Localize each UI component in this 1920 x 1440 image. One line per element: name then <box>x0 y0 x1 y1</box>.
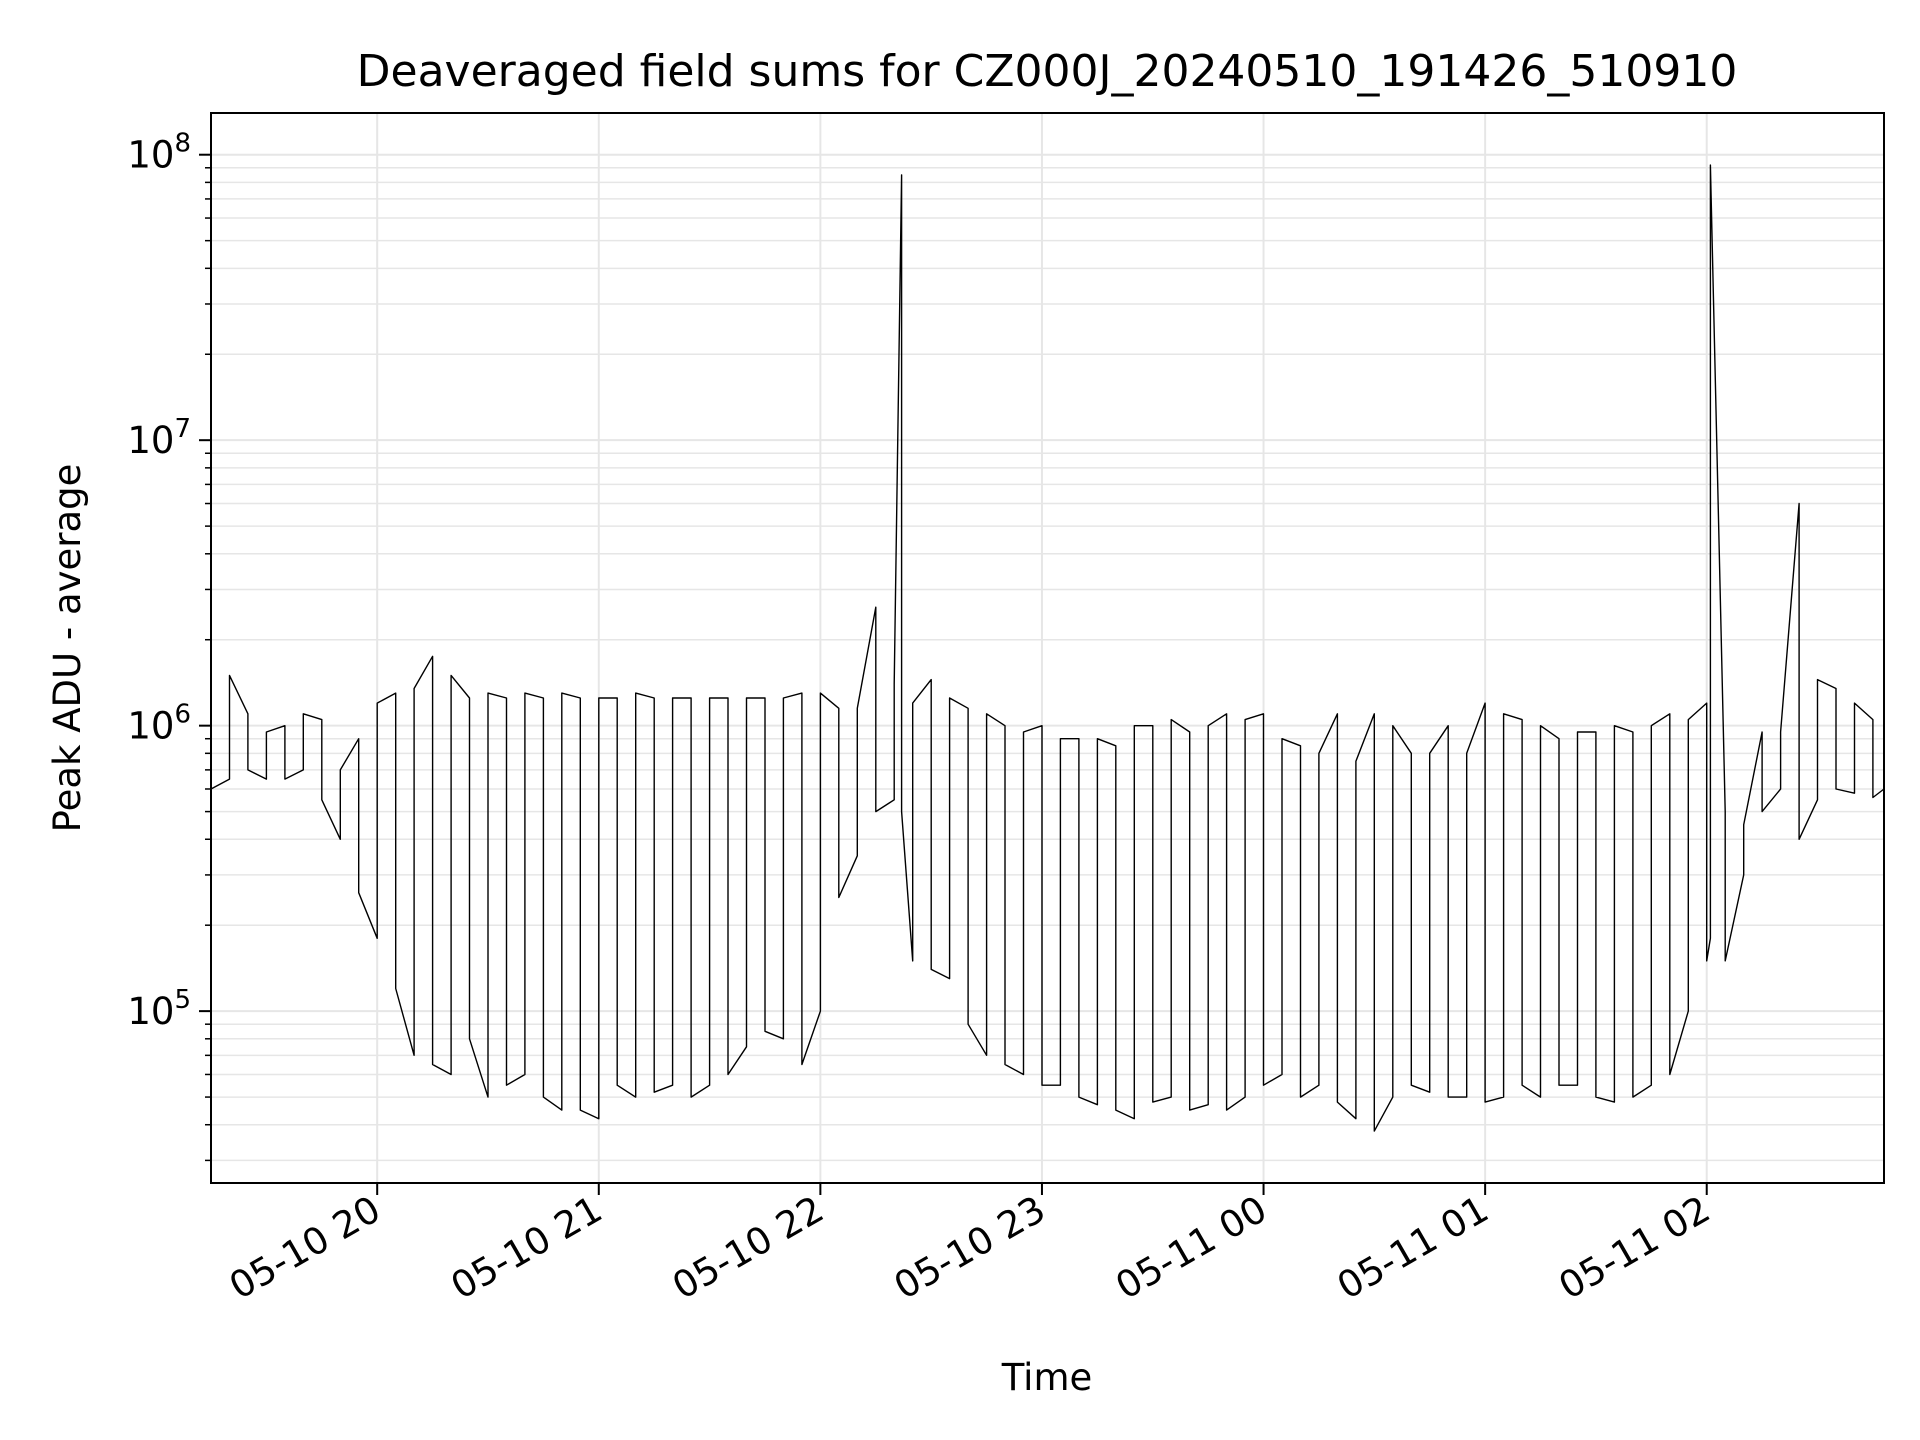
chart-title: Deaveraged field sums for CZ000J_2024051… <box>357 46 1738 97</box>
data-series <box>210 164 1885 1132</box>
series-line <box>210 164 1885 1132</box>
y-axis-ticks: 105 106 107 108 <box>127 129 211 1162</box>
y-axis-label: Peak ADU - average <box>46 464 89 833</box>
y-tick-label: 106 <box>127 700 191 748</box>
grid-lines <box>211 113 1884 1183</box>
y-tick-label: 107 <box>127 414 191 462</box>
plot-frame <box>210 112 1885 1184</box>
x-axis-label: Time <box>1001 1356 1093 1399</box>
y-tick-label: 105 <box>127 985 191 1033</box>
y-tick-label: 108 <box>127 129 191 177</box>
